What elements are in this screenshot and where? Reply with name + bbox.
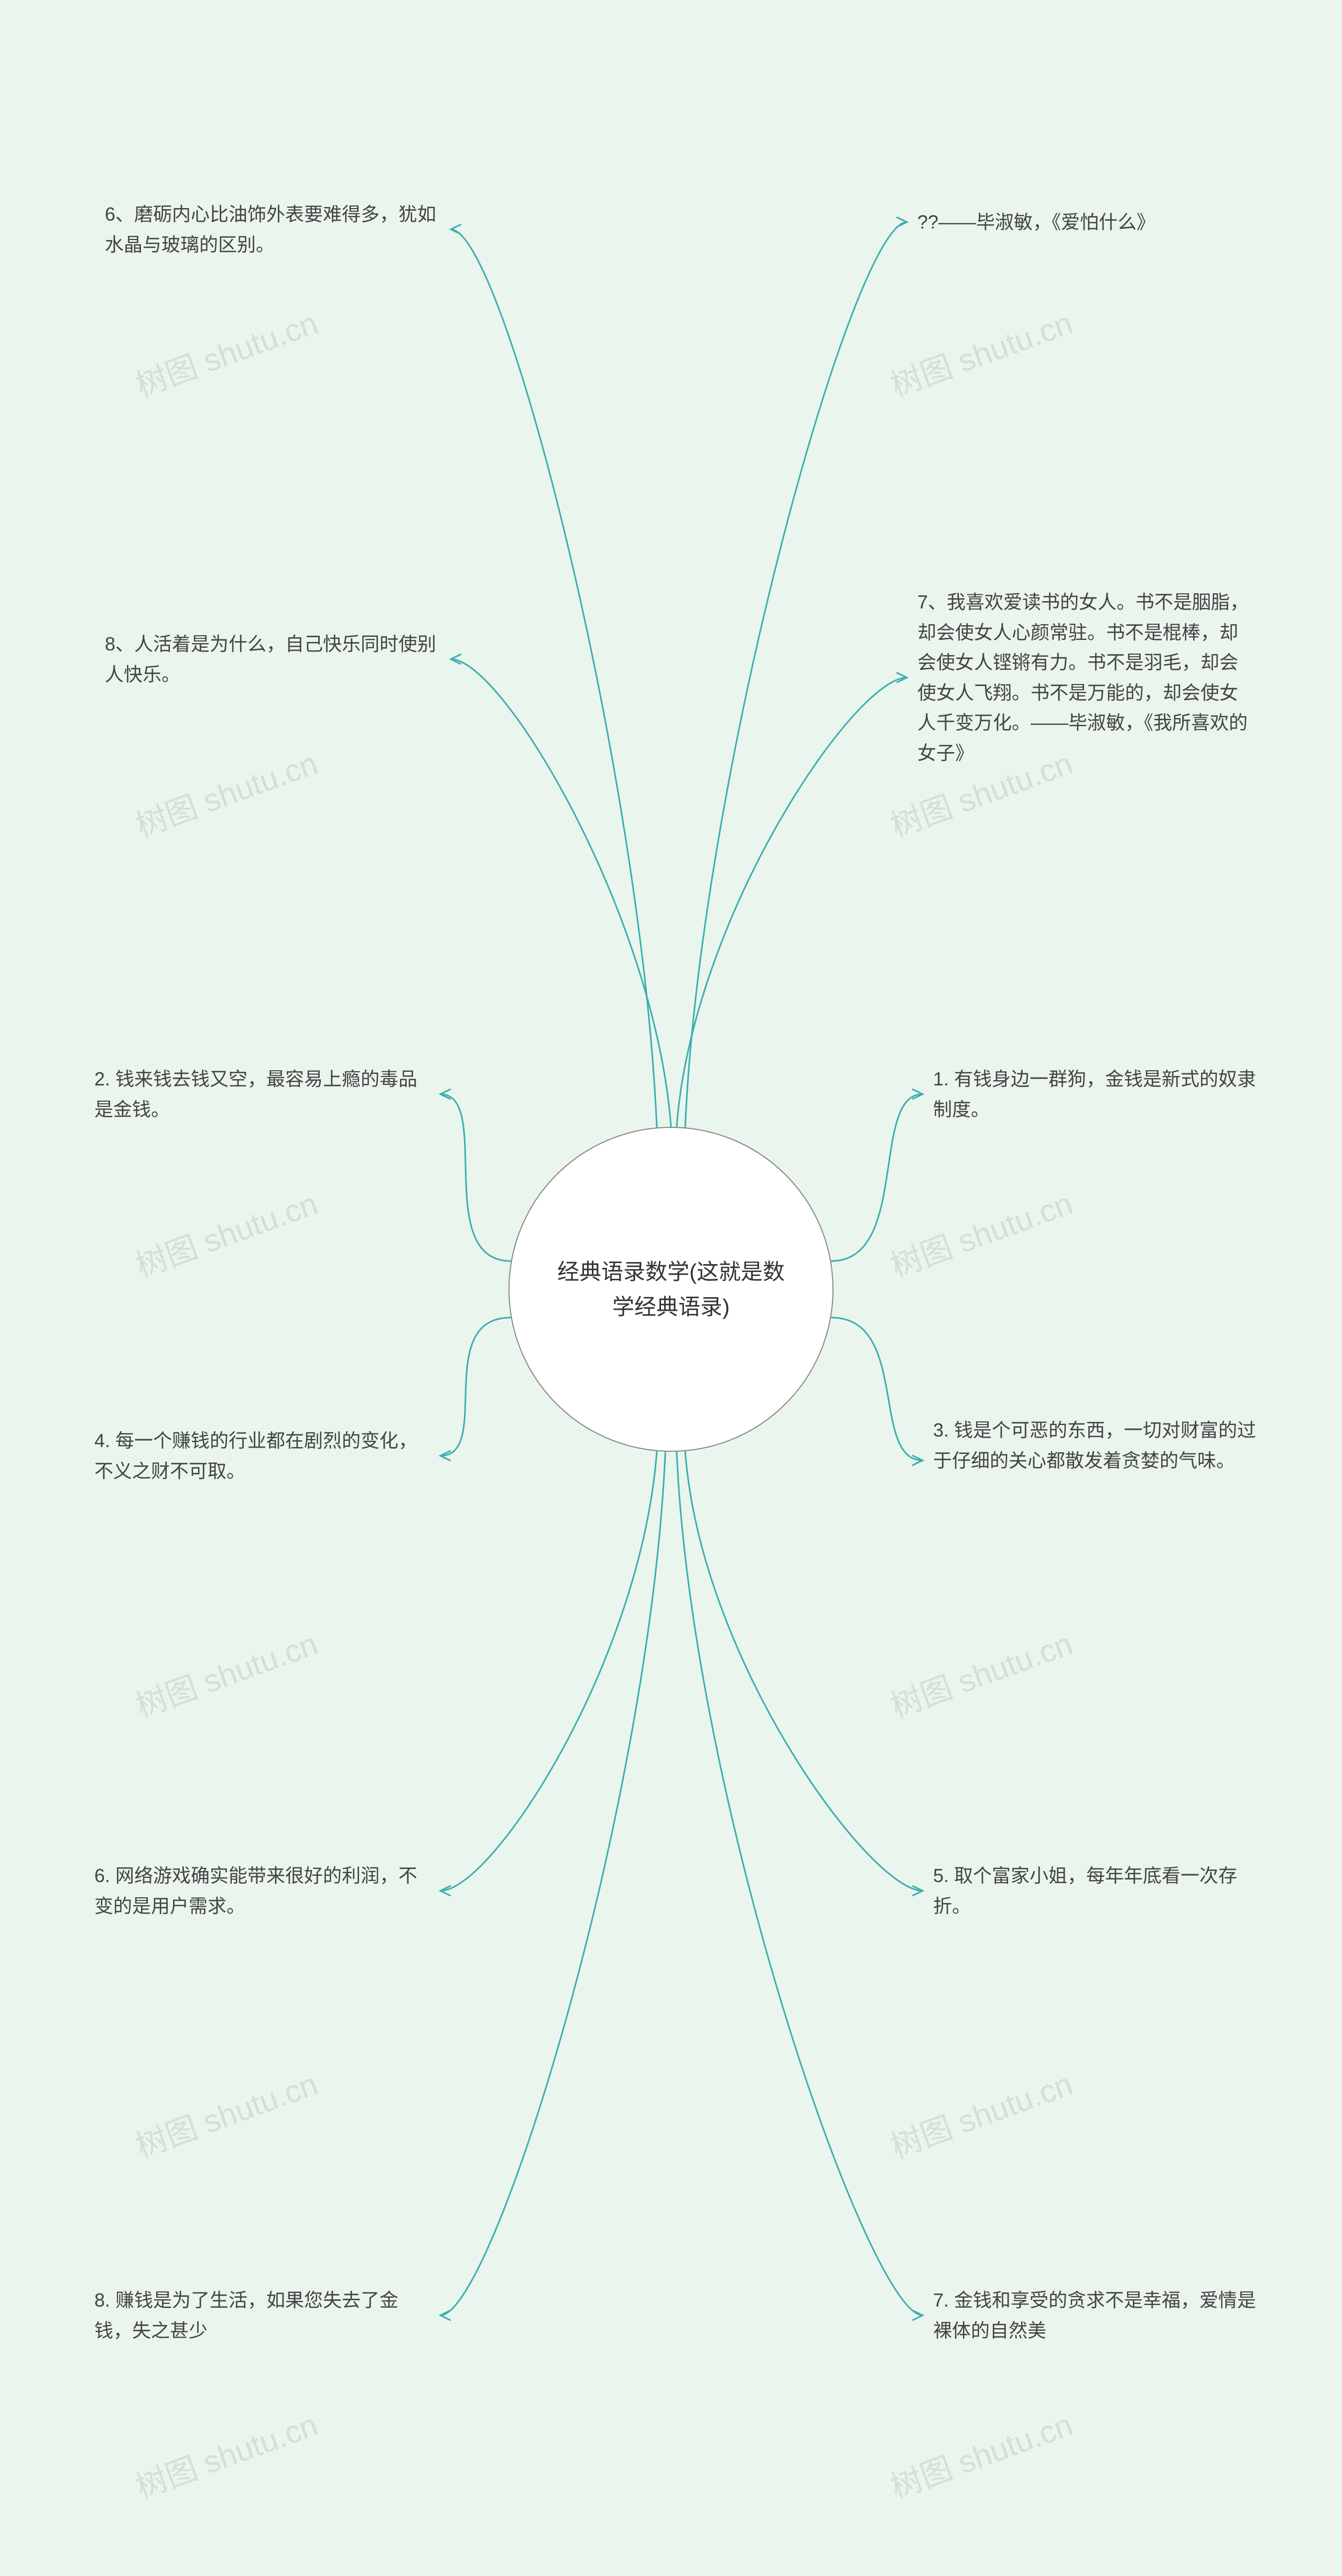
edge-R3: [831, 1094, 923, 1262]
edge-L4: [440, 1318, 511, 1456]
edge-L1: [451, 230, 657, 1128]
leaf-node-L4: 4. 每一个赚钱的行业都在剧烈的变化，不义之财不可取。: [94, 1426, 430, 1486]
watermark-11: 树图 shutu.cn: [883, 2399, 1078, 2507]
watermark-10: 树图 shutu.cn: [128, 2399, 323, 2507]
center-node: 经典语录数学(这就是数学经典语录): [508, 1127, 834, 1452]
edge-L3: [440, 1094, 511, 1262]
watermark-8: 树图 shutu.cn: [128, 2059, 323, 2167]
watermark-9: 树图 shutu.cn: [883, 2059, 1078, 2167]
arrow-R4: [912, 1455, 923, 1465]
leaf-node-L6: 8. 赚钱是为了生活，如果您失去了金钱，失之甚少: [94, 2285, 430, 2345]
edge-L5: [440, 1451, 657, 1891]
watermark-7: 树图 shutu.cn: [883, 1618, 1078, 1726]
arrow-L6: [440, 2310, 451, 2320]
edge-L2: [451, 659, 671, 1127]
watermark-2: 树图 shutu.cn: [128, 738, 323, 846]
watermark-1: 树图 shutu.cn: [883, 298, 1078, 406]
arrow-R6: [912, 2310, 923, 2320]
arrow-R3: [912, 1089, 923, 1099]
edge-R1: [685, 222, 907, 1127]
edge-R2: [677, 678, 907, 1127]
arrow-R1: [896, 217, 907, 227]
arrow-L5: [440, 1886, 451, 1896]
watermark-4: 树图 shutu.cn: [128, 1178, 323, 1286]
leaf-node-R3: 1. 有钱身边一群狗，金钱是新式的奴隶制度。: [933, 1064, 1269, 1124]
edge-R5: [685, 1451, 923, 1891]
arrow-R5: [912, 1886, 923, 1896]
leaf-node-R5: 5. 取个富家小姐，每年年底看一次存折。: [933, 1861, 1269, 1921]
leaf-node-L2: 8、人活着是为什么，自己快乐同时使别人快乐。: [105, 629, 440, 689]
watermark-6: 树图 shutu.cn: [128, 1618, 323, 1726]
arrow-L2: [451, 654, 461, 664]
edge-R6: [677, 1452, 923, 2316]
leaf-node-R6: 7. 金钱和享受的贪求不是幸福，爱情是裸体的自然美: [933, 2285, 1269, 2345]
leaf-node-L5: 6. 网络游戏确实能带来很好的利润，不变的是用户需求。: [94, 1861, 430, 1921]
edge-R4: [831, 1318, 923, 1461]
leaf-node-L3: 2. 钱来钱去钱又空，最容易上瘾的毒品是金钱。: [94, 1064, 430, 1124]
watermark-0: 树图 shutu.cn: [128, 298, 323, 406]
leaf-node-L1: 6、磨砺内心比油饰外表要难得多，犹如水晶与玻璃的区别。: [105, 199, 440, 259]
center-node-label: 经典语录数学(这就是数学经典语录): [551, 1254, 791, 1324]
arrow-R2: [896, 672, 907, 682]
watermark-5: 树图 shutu.cn: [883, 1178, 1078, 1286]
arrow-L4: [440, 1451, 451, 1461]
leaf-node-R1: ??——毕淑敏，《爱怕什么》: [917, 207, 1253, 237]
arrow-L3: [440, 1089, 451, 1099]
leaf-node-R2: 7、我喜欢爱读书的女人。书不是胭脂，却会使女人心颜常驻。书不是棍棒，却会使女人铿…: [917, 587, 1253, 768]
edge-L6: [440, 1452, 665, 2316]
arrow-L1: [451, 224, 461, 234]
leaf-node-R4: 3. 钱是个可恶的东西，一切对财富的过于仔细的关心都散发着贪婪的气味。: [933, 1415, 1269, 1475]
